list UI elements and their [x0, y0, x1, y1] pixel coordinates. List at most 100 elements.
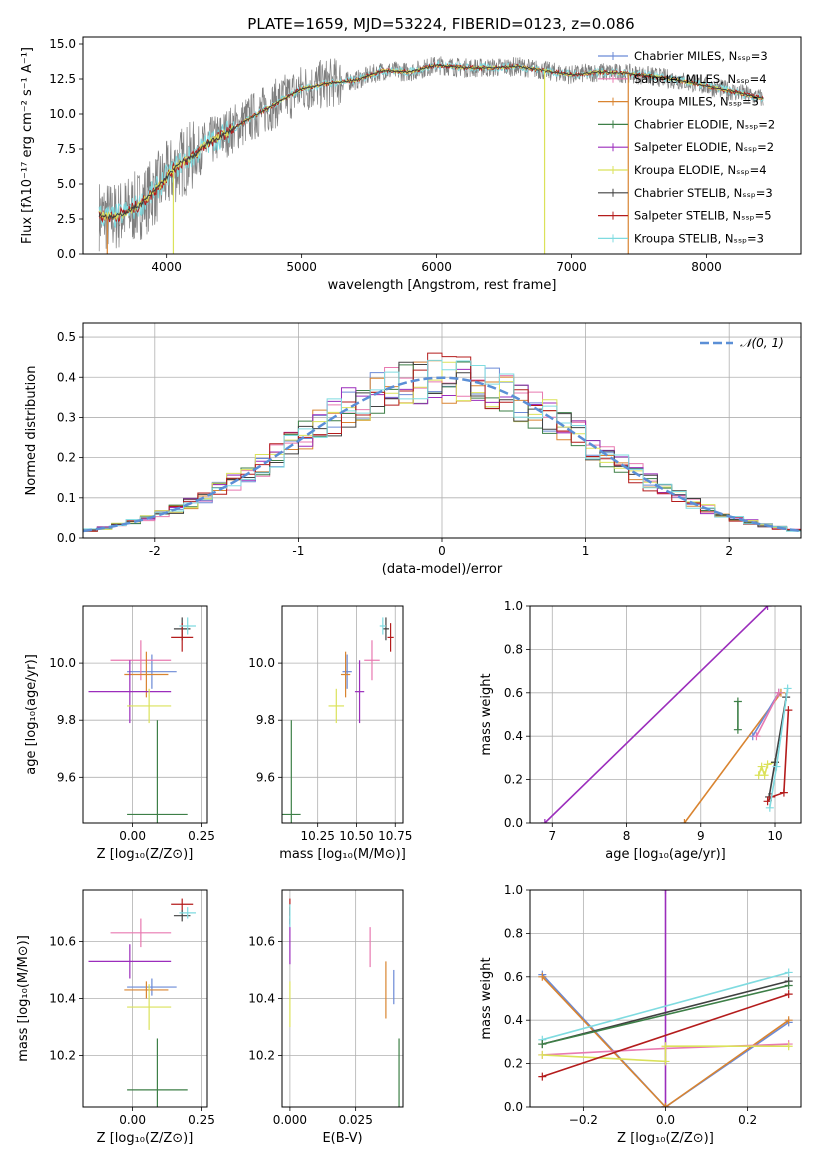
x-axis-label: wavelength [Angstrom, rest frame] — [328, 278, 557, 293]
x-tick-label: 8 — [623, 829, 631, 843]
panel-residuals: -2 -1 0 1 2 0.0 0.1 0.2 0.3 0.4 0.5 (data-model)/er… — [24, 322, 802, 577]
axes-frame — [82, 605, 208, 824]
weight-line — [542, 993, 789, 1078]
figure-title: PLATE=1659, MJD=53224, FIBERID=0123, z=0… — [247, 15, 634, 33]
plot-area — [540, 606, 793, 823]
x-tick-label: -1 — [292, 544, 304, 558]
x-tick-label: 1 — [582, 544, 590, 558]
weight-marker — [680, 819, 689, 823]
weight-line — [541, 974, 790, 1107]
weight-marker — [784, 706, 793, 715]
y-axis-label: Normed distribution — [24, 366, 39, 496]
weight-marker — [661, 890, 670, 894]
weight-marker — [765, 803, 774, 812]
panel-mass_vs_Z: 0.00 0.25 10.2 10.4 10.6 Z [log₁₀(Z/Z⊙)] mass … — [16, 889, 215, 1146]
legend-label: Chabrier MILES, Nₛₛₚ=3 — [634, 49, 768, 63]
y-tick-label: 0.6 — [504, 686, 523, 700]
y-axis-label: Flux [fλ10⁻¹⁷ erg cm⁻² s⁻¹ A⁻¹] — [20, 47, 35, 244]
weight-marker — [763, 760, 772, 769]
weight-marker — [733, 725, 742, 734]
y-tick-label: 0.1 — [57, 491, 76, 505]
weight-marker — [661, 1103, 670, 1107]
weight-marker — [757, 762, 766, 771]
data-spectrum — [98, 56, 764, 252]
weight-line — [544, 606, 769, 823]
weight-line — [766, 710, 790, 802]
y-tick-label: 5.0 — [57, 177, 76, 191]
axes-frame — [529, 889, 802, 1108]
weight-marker — [540, 819, 549, 823]
weight-marker — [784, 990, 793, 999]
plot-area — [88, 617, 196, 823]
axes-frame — [281, 605, 404, 824]
weight-marker — [538, 972, 547, 981]
plot-area — [289, 898, 400, 1107]
plot-area — [88, 898, 196, 1107]
axes-frame — [281, 889, 404, 1108]
panel-spectrum: 4000 5000 6000 7000 8000 0.0 2.5 5.0 7.5 10.0 12.5… — [20, 36, 802, 293]
weight-line — [755, 692, 780, 737]
y-tick-label: 0.2 — [504, 1057, 523, 1071]
x-tick-label: 7000 — [556, 260, 587, 274]
weight-marker — [784, 968, 793, 977]
legend-label: Salpeter ELODIE, Nₛₛₚ=2 — [634, 140, 774, 154]
x-axis-label: Z [log₁₀(Z/Z⊙)] — [97, 847, 194, 862]
x-tick-label: 2 — [725, 544, 733, 558]
x-tick-label: 0.25 — [188, 1113, 215, 1127]
y-axis-label: mass [log₁₀(M/M⊙)] — [16, 935, 31, 1062]
weight-marker — [774, 688, 783, 697]
y-tick-label: 10.6 — [248, 934, 275, 948]
gaussian-curve — [83, 376, 801, 533]
panel-age_vs_Z: 0.00 0.25 9.6 9.8 10.0 Z [log₁₀(Z/Z⊙)] age [lo… — [24, 605, 215, 862]
x-tick-label: 0.025 — [338, 1113, 372, 1127]
x-tick-label: 4000 — [151, 260, 182, 274]
x-tick-label: 7 — [548, 829, 556, 843]
weight-marker — [763, 606, 772, 610]
weight-marker — [538, 1040, 547, 1049]
x-axis-label: mass [log₁₀(M/M⊙)] — [279, 847, 406, 862]
weight-marker — [772, 762, 781, 771]
x-tick-label: 0 — [438, 544, 446, 558]
axes-frame — [82, 889, 208, 1108]
x-tick-label: 0.00 — [119, 1113, 146, 1127]
x-tick-label: 9 — [697, 829, 705, 843]
x-tick-label: 0.000 — [273, 1113, 307, 1127]
panel-mass_vs_ebv: 0.000 0.025 10.2 10.4 10.6 E(B-V) — [248, 889, 404, 1146]
x-tick-label: 10.25 — [300, 829, 334, 843]
weight-marker — [783, 684, 792, 693]
weight-marker — [538, 1050, 547, 1059]
panel-weight_vs_age: 7 8 9 10 0.0 0.2 0.4 0.6 0.8 1.0 age [log₁₀(age/yr… — [479, 599, 802, 862]
legend-label: Kroupa ELODIE, Nₛₛₚ=4 — [634, 163, 767, 177]
y-tick-label: 10.0 — [49, 656, 76, 670]
y-tick-label: 0.4 — [504, 1013, 523, 1027]
weight-marker — [661, 1057, 670, 1066]
weight-marker — [784, 1016, 793, 1025]
weight-marker — [760, 771, 769, 780]
y-tick-label: 1.0 — [504, 599, 523, 613]
panel-age_vs_mass: 10.25 10.50 10.75 9.6 9.8 10.0 mass [log₁₀(M/M… — [248, 605, 412, 862]
x-tick-label: 10.50 — [339, 829, 373, 843]
x-tick-label: 10 — [767, 829, 782, 843]
legend-label: Salpeter MILES, Nₛₛₚ=4 — [634, 72, 767, 86]
model-spectrum — [98, 63, 764, 221]
weight-marker — [661, 1042, 670, 1051]
x-tick-label: 8000 — [691, 260, 722, 274]
y-tick-label: 0.0 — [57, 247, 76, 261]
plot-area — [98, 56, 764, 254]
x-axis-label: E(B-V) — [322, 1131, 362, 1146]
y-tick-label: 0.2 — [504, 773, 523, 787]
y-tick-label: 10.2 — [49, 1049, 76, 1063]
spectrum-legend: Chabrier MILES, Nₛₛₚ=3 Salpeter MILES, Nₛ… — [598, 49, 775, 245]
x-tick-label: 0.0 — [656, 1113, 675, 1127]
weight-marker — [779, 788, 788, 797]
x-tick-label: 0.00 — [119, 829, 146, 843]
x-axis-label: Z [log₁₀(Z/Z⊙)] — [617, 1131, 714, 1146]
y-tick-label: 9.8 — [256, 713, 275, 727]
x-tick-label: 0.25 — [188, 829, 215, 843]
y-tick-label: 0.5 — [57, 330, 76, 344]
y-tick-label: 10.4 — [248, 992, 275, 1006]
y-tick-label: 9.8 — [57, 713, 76, 727]
residual-histogram — [83, 352, 801, 538]
gaussian-legend-label: 𝒩(0, 1) — [740, 336, 784, 350]
